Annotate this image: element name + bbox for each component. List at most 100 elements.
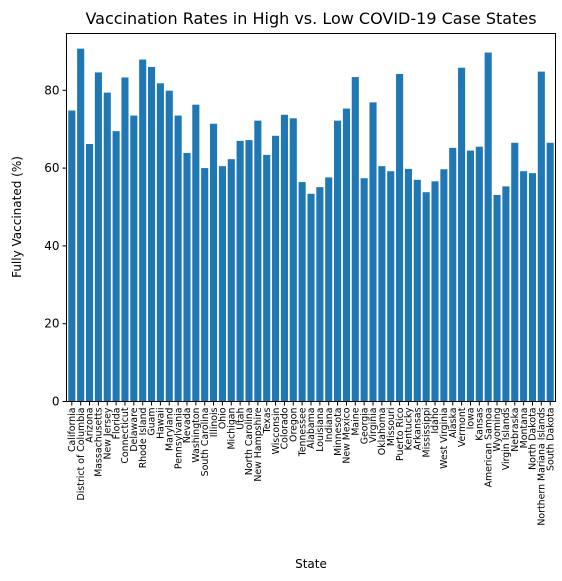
bar	[156, 83, 164, 402]
chart-title: Vaccination Rates in High vs. Low COVID-…	[85, 9, 536, 28]
bar	[528, 173, 537, 402]
x-tick-label: Nebraska	[510, 408, 521, 452]
bar	[210, 123, 218, 402]
bars-group	[68, 48, 554, 402]
x-tick-label: Maryland	[164, 407, 175, 451]
bar	[165, 90, 173, 402]
bar	[112, 131, 120, 402]
bar	[404, 168, 412, 402]
x-tick-label: District of Columbia	[76, 408, 87, 501]
x-tick-label: Kansas	[475, 407, 486, 440]
x-tick-label: Kentucky	[404, 407, 415, 450]
bar	[546, 142, 554, 402]
bar	[334, 120, 342, 402]
x-tick-label: Missouri	[386, 408, 397, 447]
x-tick-label: Tennessee	[297, 407, 308, 457]
x-tick-label: Wisconsin	[271, 407, 282, 454]
x-tick-label: Colorado	[280, 407, 291, 449]
bar	[227, 159, 235, 402]
bar	[121, 77, 129, 402]
x-axis-label: State	[295, 557, 327, 571]
y-tick-label: 40	[44, 239, 59, 253]
bar	[183, 152, 191, 402]
x-tick-label: Oregon	[288, 407, 299, 441]
x-tick-label: Guam	[147, 408, 158, 436]
x-tick-label: Texas	[262, 407, 273, 434]
x-tick-label: California	[67, 408, 78, 453]
x-tick-label: American Samoa	[483, 408, 494, 488]
x-tick-label: New Hampshire	[253, 407, 264, 481]
x-tick-label: Ohio	[218, 407, 229, 429]
x-tick-label: Michigan	[226, 407, 237, 449]
x-tick-label: Idaho	[430, 407, 441, 433]
x-tick-label: Louisiana	[315, 408, 326, 452]
bar	[325, 177, 333, 402]
y-tick-label: 20	[44, 317, 59, 331]
x-tick-label: Oklahoma	[377, 408, 388, 456]
bar	[378, 166, 386, 402]
bar	[351, 77, 359, 402]
bar	[201, 168, 209, 402]
bar	[493, 194, 501, 402]
bar	[440, 169, 448, 402]
bar	[511, 142, 519, 402]
bar	[94, 72, 102, 402]
x-tick-label: Iowa	[466, 408, 477, 430]
x-tick-label: Illinois	[209, 407, 220, 437]
bar	[289, 118, 297, 402]
x-tick-label: New Mexico	[342, 407, 353, 463]
bar	[466, 150, 474, 402]
bar	[68, 110, 76, 402]
bar	[130, 115, 138, 402]
bar	[502, 186, 510, 402]
bar	[139, 59, 147, 402]
bar	[449, 147, 457, 402]
bar	[422, 192, 430, 402]
x-tick-label: Arkansas	[413, 407, 424, 450]
x-tick-label: North Carolina	[244, 408, 255, 476]
bar	[85, 143, 94, 402]
plot-frame	[66, 33, 556, 402]
y-tick-label: 60	[44, 161, 59, 175]
bar	[218, 166, 226, 402]
bar	[360, 178, 368, 402]
bar	[272, 135, 280, 402]
bar	[537, 71, 545, 402]
x-tick-label: Massachusetts	[94, 407, 105, 476]
bar	[431, 181, 439, 402]
bar	[413, 179, 421, 402]
x-tick-label: Washington	[191, 407, 202, 462]
x-tick-label: North Dakota	[528, 408, 539, 470]
y-axis-ticks: 0 20 40 60 80	[44, 83, 67, 409]
bar	[520, 171, 528, 402]
x-tick-label: Connecticut	[120, 407, 131, 463]
x-tick-label: Delaware	[129, 407, 140, 451]
bar	[342, 108, 350, 402]
bar	[307, 193, 315, 402]
bar	[192, 104, 200, 402]
x-tick-label: Mississippi	[421, 408, 432, 458]
bar	[369, 102, 377, 402]
x-tick-label: Pennsylvania	[173, 408, 184, 470]
x-tick-label: Florida	[111, 408, 122, 440]
bar	[458, 67, 466, 402]
x-tick-label: Northern Mariana Islands	[537, 407, 548, 525]
x-tick-label: Virgin Islands	[501, 407, 512, 470]
y-tick-label: 0	[52, 395, 60, 409]
x-tick-label: Utah	[235, 407, 246, 429]
x-tick-label: Alaska	[448, 408, 459, 439]
bar	[316, 187, 324, 402]
bar	[245, 140, 253, 402]
y-tick-label: 80	[44, 83, 59, 97]
bar	[148, 66, 156, 402]
bar	[77, 48, 85, 402]
bar	[254, 120, 262, 402]
bar	[396, 73, 404, 402]
x-tick-label: Wyoming	[492, 407, 503, 451]
bar	[484, 52, 492, 402]
bar	[387, 171, 395, 402]
x-tick-label: Vermont	[457, 407, 468, 447]
x-tick-label: Maine	[350, 407, 361, 435]
